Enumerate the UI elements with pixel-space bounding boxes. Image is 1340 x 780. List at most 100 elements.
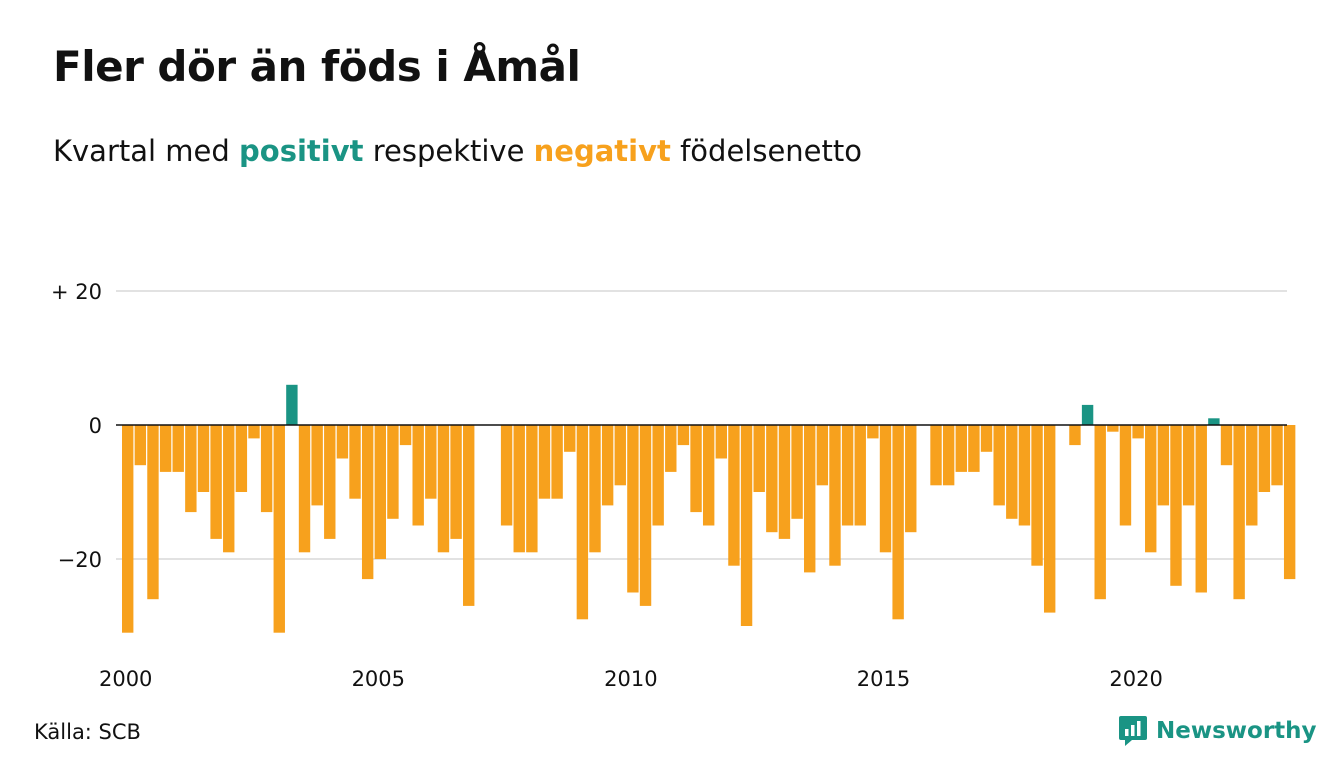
- y-tick-label: + 20: [51, 280, 102, 304]
- bar-negative: [412, 425, 423, 526]
- bar-negative: [867, 425, 878, 438]
- bar-negative: [1145, 425, 1156, 552]
- bar-negative: [1069, 425, 1080, 445]
- bar-negative: [375, 425, 386, 559]
- bar-negative: [1284, 425, 1295, 579]
- bar-negative: [678, 425, 689, 445]
- bar-negative: [425, 425, 436, 499]
- bar-negative: [930, 425, 941, 485]
- bar-negative: [387, 425, 398, 519]
- bar-negative: [450, 425, 461, 539]
- bar-negative: [1132, 425, 1143, 438]
- bar-negative: [551, 425, 562, 499]
- bar-negative: [324, 425, 335, 539]
- bar-negative: [892, 425, 903, 619]
- bar-negative: [741, 425, 752, 626]
- bar-negative: [1196, 425, 1207, 593]
- bar-negative: [438, 425, 449, 552]
- bar-negative: [589, 425, 600, 552]
- bar-negative: [337, 425, 348, 459]
- bar-negative: [993, 425, 1004, 505]
- bar-negative: [185, 425, 196, 512]
- bar-negative: [754, 425, 765, 492]
- newsworthy-logo-icon: [1118, 714, 1148, 748]
- bar-positive: [286, 385, 297, 425]
- bar-negative: [564, 425, 575, 452]
- bar-negative: [779, 425, 790, 539]
- bar-negative: [716, 425, 727, 459]
- bar-negative: [640, 425, 651, 606]
- bar-negative: [147, 425, 158, 599]
- bar-negative: [463, 425, 474, 606]
- bar-negative: [615, 425, 626, 485]
- bar-negative: [501, 425, 512, 526]
- bar-negative: [514, 425, 525, 552]
- bar-negative: [1158, 425, 1169, 505]
- x-tick-label: 2010: [604, 667, 657, 691]
- bar-negative: [223, 425, 234, 552]
- bar-negative: [173, 425, 184, 472]
- bar-negative: [880, 425, 891, 552]
- bar-negative: [539, 425, 550, 499]
- bar-negative: [311, 425, 322, 505]
- bar-negative: [1271, 425, 1282, 485]
- bar-negative: [1044, 425, 1055, 613]
- bar-negative: [602, 425, 613, 505]
- bar-negative: [1006, 425, 1017, 519]
- bar-negative: [956, 425, 967, 472]
- bar-negative: [905, 425, 916, 532]
- bar-negative: [1259, 425, 1270, 492]
- bar-positive: [1208, 418, 1219, 425]
- y-tick-label: 0: [89, 414, 102, 438]
- bar-negative: [703, 425, 714, 526]
- bar-negative: [1107, 425, 1118, 432]
- bar-negative: [1183, 425, 1194, 505]
- x-tick-label: 2000: [99, 667, 152, 691]
- bar-negative: [804, 425, 815, 572]
- bar-negative: [299, 425, 310, 552]
- bar-negative: [817, 425, 828, 485]
- bar-negative: [248, 425, 259, 438]
- bar-negative: [981, 425, 992, 452]
- brand-name: Newsworthy: [1156, 718, 1317, 744]
- bar-negative: [261, 425, 272, 512]
- bar-negative: [362, 425, 373, 579]
- bar-negative: [526, 425, 537, 552]
- bar-negative: [829, 425, 840, 566]
- bar-negative: [842, 425, 853, 526]
- bar-positive: [1082, 405, 1093, 425]
- bar-negative: [1233, 425, 1244, 599]
- x-tick-label: 2015: [857, 667, 910, 691]
- bar-negative: [652, 425, 663, 526]
- source-note: Källa: SCB: [34, 720, 141, 744]
- bar-negative: [627, 425, 638, 593]
- bar-negative: [210, 425, 221, 539]
- x-tick-label: 2020: [1109, 667, 1162, 691]
- bar-negative: [1019, 425, 1030, 526]
- bar-negative: [968, 425, 979, 472]
- bar-negative: [690, 425, 701, 512]
- bar-negative: [855, 425, 866, 526]
- x-tick-label: 2005: [352, 667, 405, 691]
- bar-chart: + 20 0 −20 2000 2005 2010 2015 2020: [0, 0, 1340, 700]
- bar-negative: [766, 425, 777, 532]
- bar-negative: [160, 425, 171, 472]
- bar-negative: [665, 425, 676, 472]
- bar-negative: [728, 425, 739, 566]
- bar-negative: [791, 425, 802, 519]
- bar-negative: [274, 425, 285, 633]
- brand-logo: Newsworthy: [1118, 714, 1317, 748]
- bar-negative: [400, 425, 411, 445]
- bar-negative: [122, 425, 133, 633]
- bar-negative: [135, 425, 146, 465]
- bar-negative: [1095, 425, 1106, 599]
- bar-negative: [1221, 425, 1232, 465]
- bar-negative: [236, 425, 247, 492]
- bar-negative: [1120, 425, 1131, 526]
- bar-negative: [577, 425, 588, 619]
- bar-negative: [1246, 425, 1257, 526]
- bar-negative: [1031, 425, 1042, 566]
- bar-negative: [943, 425, 954, 485]
- bar-negative: [1170, 425, 1181, 586]
- bar-negative: [349, 425, 360, 499]
